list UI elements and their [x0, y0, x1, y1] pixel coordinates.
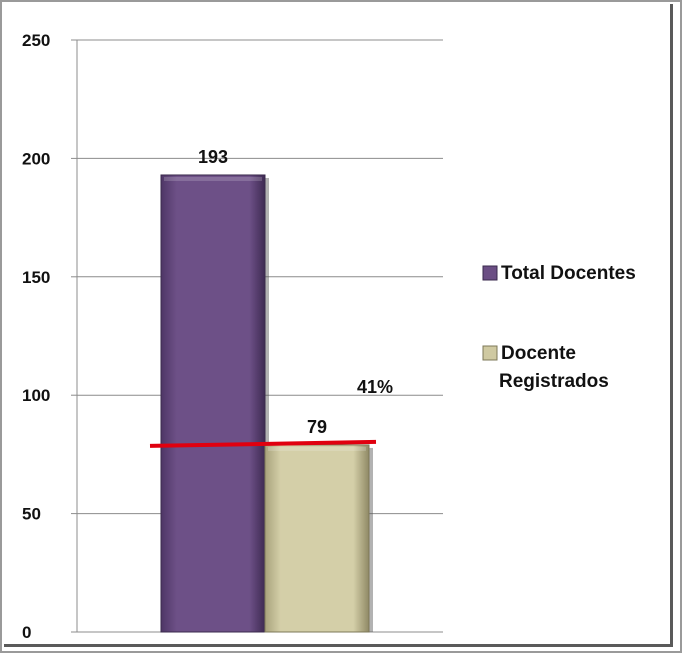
legend-item-docente-registrados: Docente Registrados: [482, 343, 609, 392]
annotation: 41%: [149, 377, 393, 448]
y-tick-label-250: 250: [22, 31, 50, 50]
bar-total-docentes: [160, 174, 269, 633]
data-label-1: 79: [307, 417, 327, 437]
legend: Total Docentes Docente Registrados: [482, 263, 636, 392]
percent-annotation: 41%: [357, 377, 393, 397]
legend-swatch: [482, 345, 498, 361]
bar-docente-registrados: [264, 444, 373, 633]
bars: [160, 174, 373, 633]
legend-swatch: [482, 265, 498, 281]
y-tick-label-50: 50: [22, 505, 41, 524]
legend-label: Total Docentes: [501, 263, 636, 284]
y-tick-label-200: 200: [22, 149, 50, 168]
bar-bevel: [164, 176, 262, 181]
data-label-0: 193: [198, 147, 228, 167]
legend-label: Docente: [501, 343, 576, 364]
bar-body: [264, 444, 370, 633]
legend-item-total-docentes: Total Docentes: [482, 263, 636, 284]
data-labels: 193 79: [198, 147, 327, 437]
chart-frame-shadow: [4, 4, 673, 647]
y-tick-label-100: 100: [22, 386, 50, 405]
y-tick-label-150: 150: [22, 268, 50, 287]
y-tick-label-0: 0: [22, 623, 31, 642]
bar-body: [160, 174, 266, 633]
bar-bevel: [268, 446, 366, 451]
legend-label: Registrados: [499, 371, 609, 392]
reference-line: [149, 439, 377, 448]
y-tick-labels: 0 50 100 150 200 250: [22, 31, 50, 642]
